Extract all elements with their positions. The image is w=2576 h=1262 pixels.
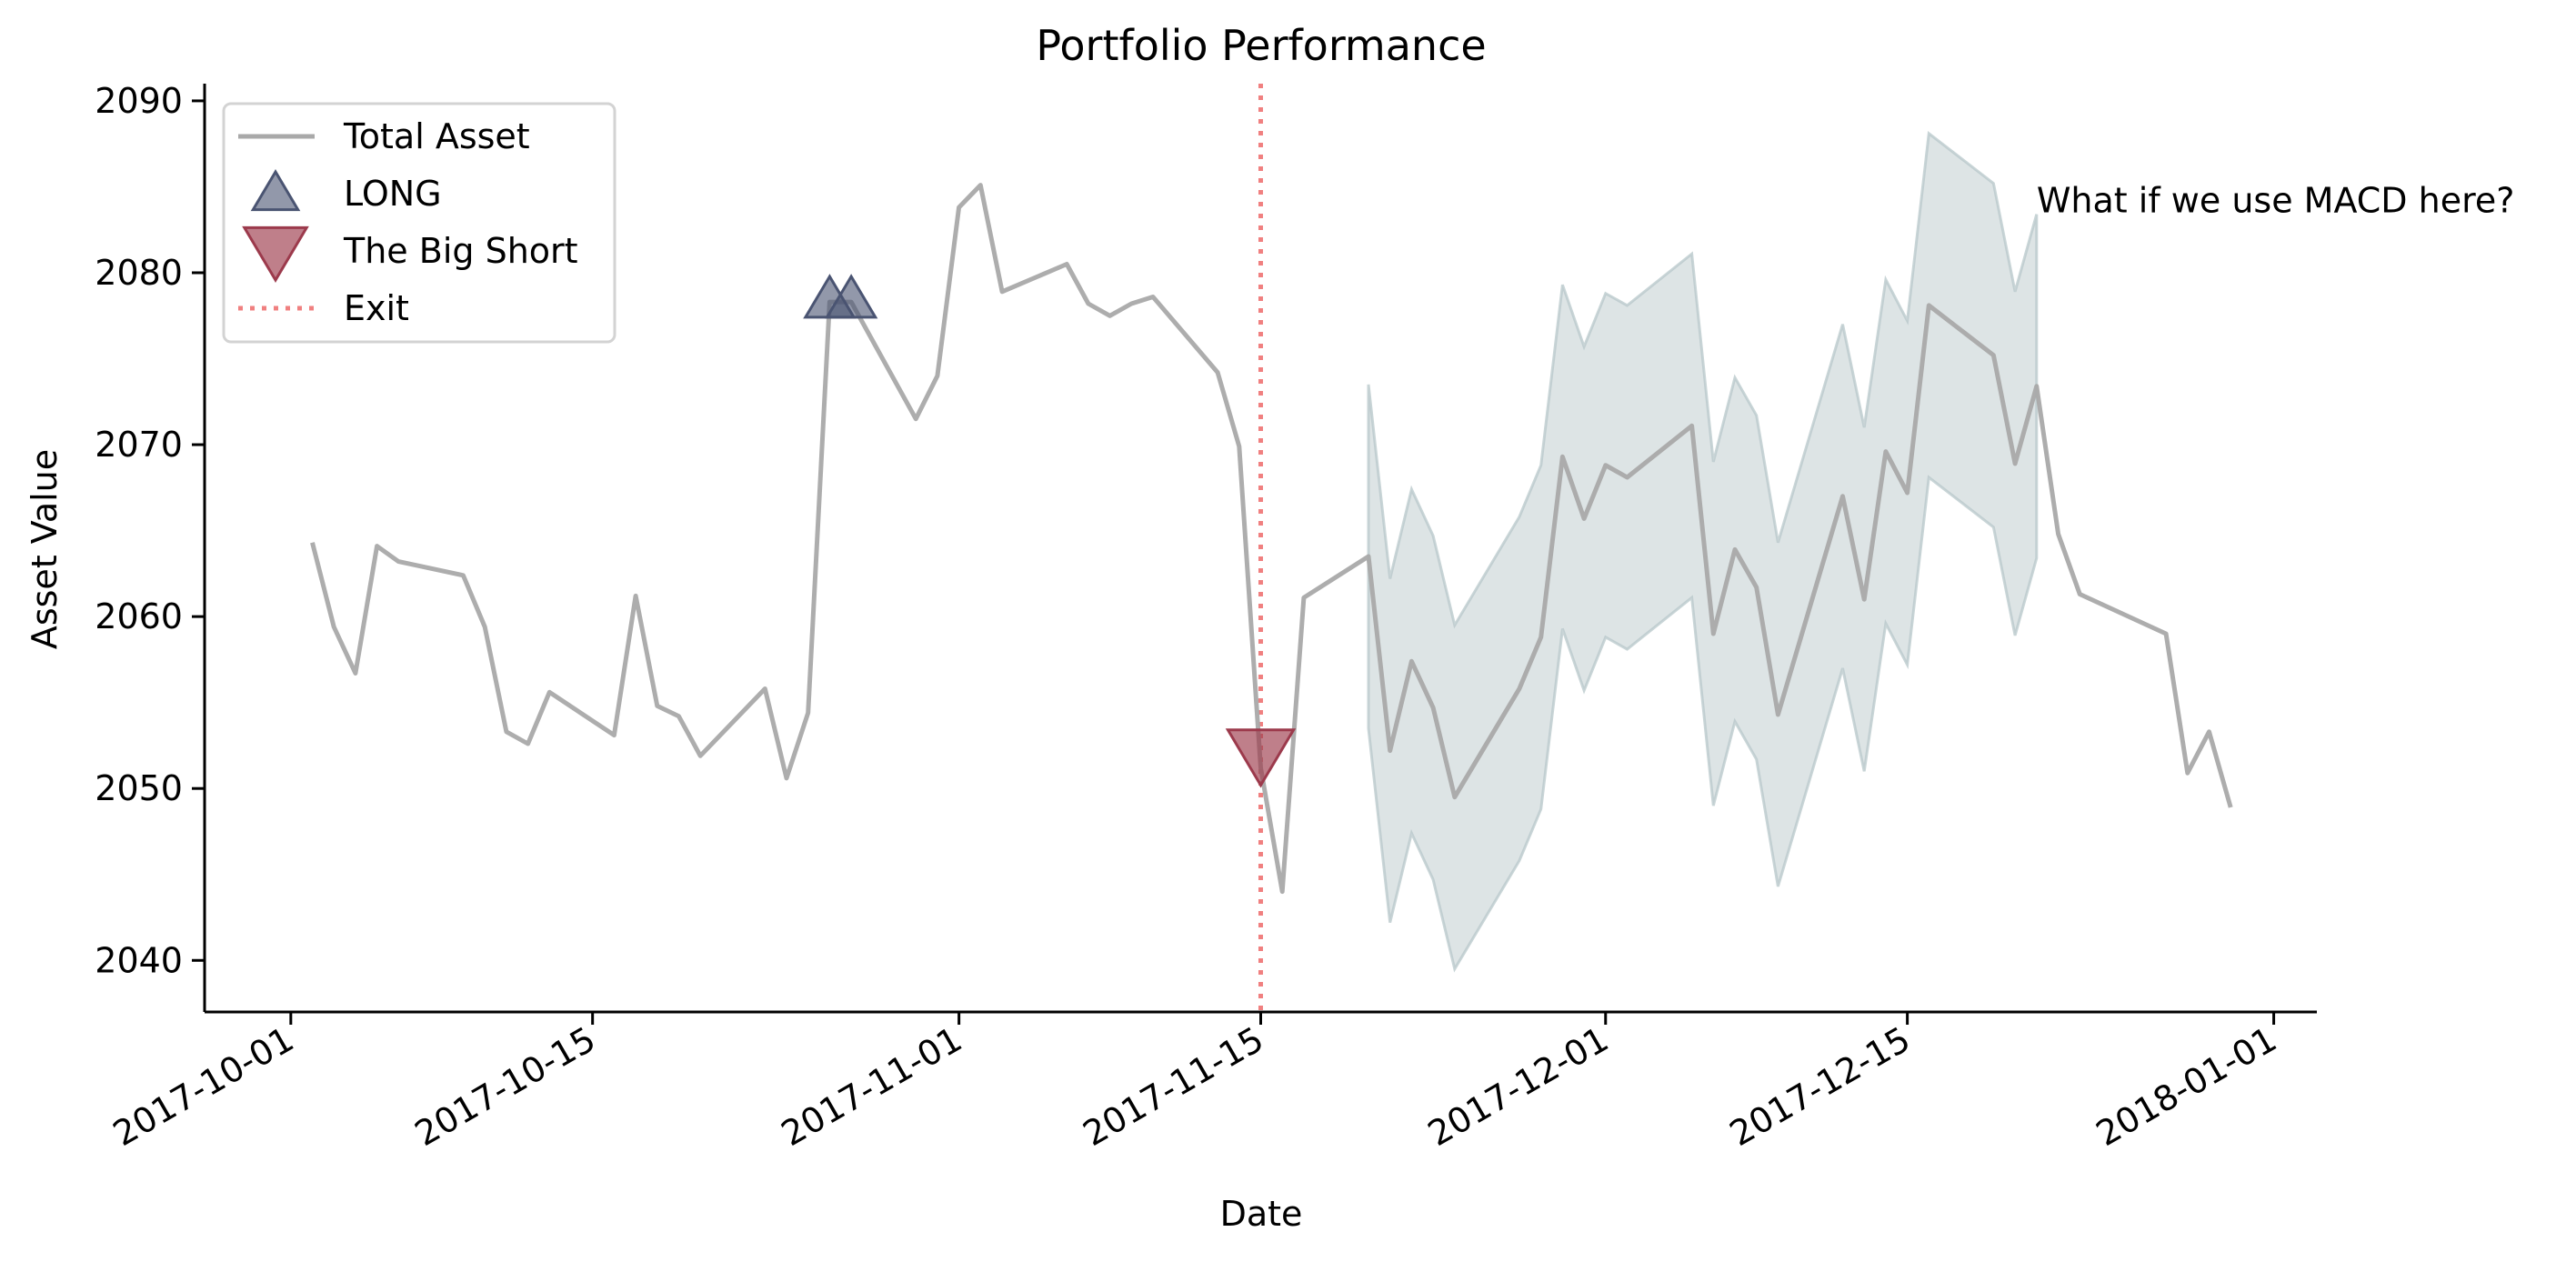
legend-handle-the-big-short bbox=[242, 225, 309, 283]
annotation-layer: What if we use MACD here? bbox=[2037, 181, 2515, 221]
legend-box bbox=[222, 102, 616, 344]
chart-title: Portfolio Performance bbox=[1036, 21, 1486, 70]
legend-label-the-big-short: The Big Short bbox=[343, 231, 578, 271]
y-tick-label-1: 2050 bbox=[95, 768, 183, 808]
y-tick-label-3: 2070 bbox=[95, 425, 183, 465]
x-tick-label-4: 2017-12-01 bbox=[1421, 1019, 1615, 1155]
legend-label-long: LONG bbox=[344, 174, 442, 214]
x-tick-label-6: 2018-01-01 bbox=[2090, 1019, 2283, 1155]
y-tick-layer: 2040 2050 2060 2070 2080 2090 bbox=[95, 81, 205, 980]
x-tick-label-1: 2017-10-15 bbox=[408, 1019, 602, 1155]
y-tick-label-2: 2060 bbox=[95, 596, 183, 636]
x-axis-title: Date bbox=[1220, 1194, 1303, 1234]
x-tick-label-2: 2017-11-01 bbox=[775, 1019, 968, 1155]
legend-label-exit: Exit bbox=[344, 288, 409, 328]
marker-layer bbox=[803, 274, 1297, 788]
y-tick-label-0: 2040 bbox=[95, 940, 183, 980]
x-tick-label-5: 2017-12-15 bbox=[1723, 1019, 1917, 1155]
y-tick-label-5: 2090 bbox=[95, 81, 183, 121]
annotation-text-0: What if we use MACD here? bbox=[2037, 181, 2515, 221]
x-tick-layer: 2017-10-01 2017-10-15 2017-11-01 2017-11-15… bbox=[106, 1012, 2283, 1154]
legend-label-total-asset: Total Asset bbox=[343, 116, 530, 156]
short-marker-0 bbox=[1225, 728, 1297, 788]
y-axis-title: Asset Value bbox=[25, 449, 65, 649]
legend: Total Asset LONG The Big Short Exit bbox=[222, 102, 616, 344]
x-tick-label-0: 2017-10-01 bbox=[106, 1019, 300, 1155]
y-tick-label-4: 2080 bbox=[95, 253, 183, 293]
x-tick-label-3: 2017-11-15 bbox=[1077, 1019, 1270, 1155]
legend-handle-long bbox=[250, 169, 301, 212]
long-marker-1 bbox=[824, 274, 878, 319]
